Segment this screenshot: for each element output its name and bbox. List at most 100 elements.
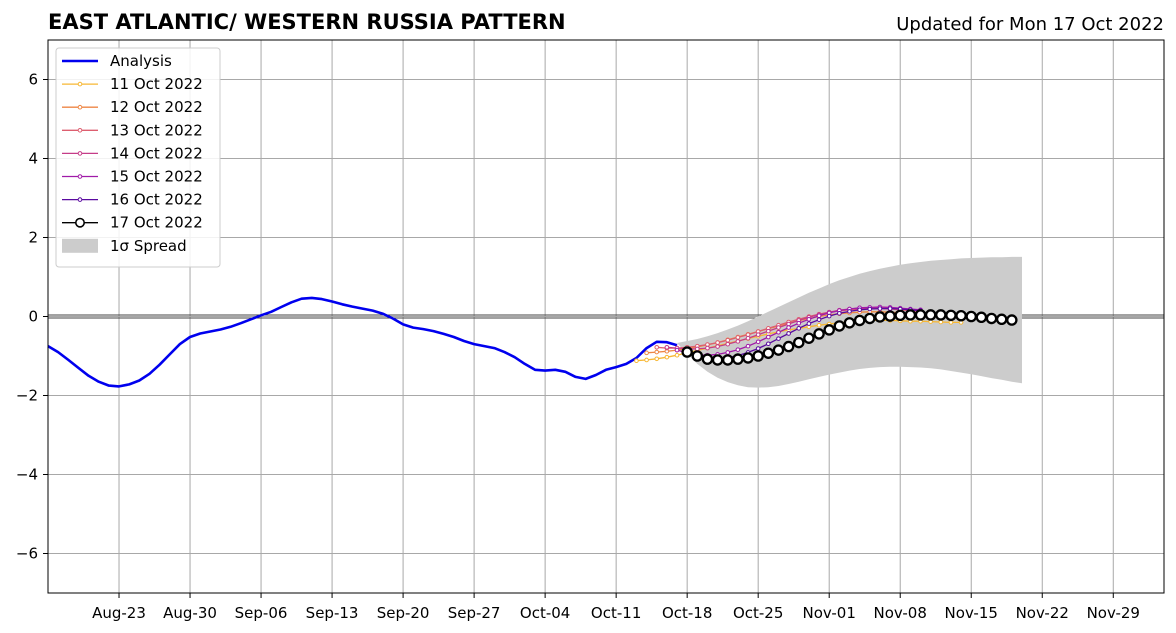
legend-label: 11 Oct 2022 (110, 75, 203, 93)
y-tick-label: −4 (16, 466, 38, 484)
forecast-point (816, 313, 822, 319)
legend-swatch-marker (77, 197, 83, 202)
forecast-point (732, 353, 744, 365)
legend-box (55, 47, 221, 268)
forecast-point (766, 328, 771, 334)
forecast-point (975, 311, 988, 324)
forecast-point (715, 340, 720, 345)
forecast-point (786, 331, 791, 336)
forecast-point (742, 352, 754, 364)
forecast-point (762, 347, 775, 359)
forecast-point (793, 336, 805, 349)
chart-subtitle: Updated for Mon 17 Oct 2022 (896, 14, 1164, 35)
forecast-point (735, 339, 741, 344)
forecast-point (877, 306, 883, 311)
x-tick-label: Sep-06 (235, 604, 288, 622)
forecast-point (711, 354, 724, 366)
forecast-point (644, 357, 649, 363)
forecast-point (826, 313, 832, 319)
forecast-point (674, 347, 680, 353)
legend-swatch-marker (77, 128, 83, 133)
legend-swatch-marker (77, 174, 83, 179)
forecast-point (995, 313, 1008, 326)
forecast-point (735, 335, 741, 340)
y-tick-label: 0 (28, 308, 38, 326)
forecast-point (884, 310, 896, 322)
forecast-point (782, 340, 795, 353)
forecast-point (935, 309, 947, 321)
x-tick-label: Aug-30 (163, 604, 217, 622)
forecast-point (745, 335, 751, 341)
forecast-point (755, 346, 761, 351)
forecast-point (965, 310, 977, 323)
forecast-point (955, 309, 967, 322)
forecast-point (796, 320, 802, 326)
forecast-point (654, 356, 660, 362)
legend-label: 12 Oct 2022 (110, 98, 203, 116)
forecast-point (887, 306, 893, 311)
forecast-point (715, 344, 720, 349)
x-tick-label: Aug-23 (92, 604, 146, 622)
forecast-point (924, 309, 937, 321)
forecast-point (776, 330, 781, 335)
y-tick-label: −6 (16, 545, 38, 563)
forecast-point (681, 346, 693, 358)
forecast-point (938, 319, 944, 325)
legend-label: 15 Oct 2022 (110, 168, 203, 186)
forecast-point (796, 326, 802, 331)
legend-swatch-spread (62, 238, 98, 253)
forecast-point (725, 350, 731, 355)
forecast-point (816, 317, 822, 322)
x-tick-label: Nov-29 (1087, 604, 1140, 622)
forecast-point (945, 309, 957, 322)
forecast-point (766, 334, 771, 340)
forecast-point (816, 322, 822, 328)
y-tick-label: 2 (28, 229, 38, 247)
x-tick-label: Nov-01 (803, 604, 856, 622)
forecast-point (654, 345, 660, 350)
forecast-point (745, 343, 751, 349)
axis-ticks: Aug-23 Aug-30 Sep-06 Sep-13 Sep-20 Sep-27 Oct-… (16, 71, 1140, 623)
x-tick-label: Nov-08 (874, 604, 927, 622)
y-tick-label: −2 (16, 387, 38, 405)
legend: Analysis 11 Oct 2022 12 Oct 2022 13 Oct 202… (55, 47, 221, 268)
legend-label: 13 Oct 2022 (110, 121, 203, 139)
x-tick-label: Oct-11 (591, 604, 641, 622)
x-tick-label: Nov-15 (945, 604, 998, 622)
forecast-point (823, 324, 835, 336)
forecast-point (853, 314, 866, 327)
forecast-point (772, 344, 785, 356)
forecast-point (904, 309, 917, 321)
forecast-point (806, 316, 812, 322)
forecast-point (806, 321, 812, 326)
forecast-point (664, 354, 670, 360)
y-tick-label: 6 (28, 71, 38, 89)
x-tick-label: Sep-27 (448, 604, 501, 622)
legend-swatch-marker (77, 104, 83, 110)
chart-title: EAST ATLANTIC/ WESTERN RUSSIA PATTERN (48, 10, 566, 34)
forecast-point (813, 328, 825, 340)
forecast-point (776, 336, 781, 341)
forecast-point (867, 306, 873, 312)
forecast-point (664, 345, 670, 350)
x-tick-label: Oct-25 (733, 604, 783, 622)
forecast-point (847, 309, 852, 314)
forecast-point (634, 358, 639, 364)
forecast-point (691, 350, 704, 362)
y-tick-label: 4 (28, 150, 38, 168)
x-tick-label: Sep-13 (306, 604, 359, 622)
analysis-series (47, 296, 678, 388)
forecast-point (874, 311, 886, 323)
forecast-point (701, 353, 714, 365)
forecast-point (735, 347, 741, 352)
legend-label: 1σ Spread (110, 237, 187, 255)
legend-swatch-marker (75, 217, 86, 228)
legend-swatch-marker (77, 151, 83, 156)
analysis-line (47, 296, 678, 388)
forecast-point (674, 352, 680, 358)
forecast-point (755, 332, 761, 337)
forecast-point (752, 350, 764, 362)
forecast-point (1006, 314, 1018, 326)
forecast-series (634, 304, 1018, 366)
